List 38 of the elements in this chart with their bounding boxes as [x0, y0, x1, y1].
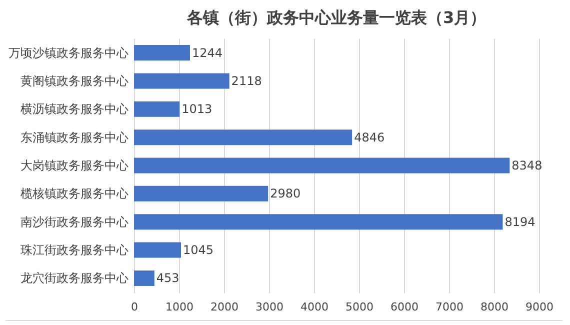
y-tick-label: 东涌镇政务服务中心	[20, 130, 128, 144]
x-tick-label: 0	[131, 300, 138, 314]
y-tick-label: 横沥镇政务服务中心	[20, 102, 128, 116]
x-tick-label: 3000	[256, 300, 284, 314]
y-tick-label: 大岗镇政务服务中心	[20, 158, 128, 172]
x-tick-label: 9000	[526, 300, 554, 314]
bar	[134, 73, 230, 89]
bar	[134, 186, 268, 202]
x-tick-label: 7000	[436, 300, 464, 314]
y-tick-label: 南沙街政务服务中心	[20, 214, 128, 229]
x-tick-label: 4000	[300, 300, 328, 314]
y-tick-label: 黄阁镇政务服务中心	[20, 74, 128, 88]
y-tick-label: 榄核镇政务服务中心	[20, 186, 128, 201]
y-tick-label: 龙穴街政务服务中心	[20, 271, 128, 286]
bar	[134, 214, 503, 230]
x-tick-label: 6000	[390, 300, 418, 314]
data-label: 8194	[504, 214, 536, 229]
y-tick-label: 珠江街政务服务中心	[20, 243, 128, 258]
bar	[134, 158, 510, 174]
data-label: 453	[156, 271, 180, 286]
data-label: 1013	[182, 102, 212, 116]
data-label: 4846	[354, 130, 385, 144]
x-tick-label: 5000	[346, 300, 374, 314]
data-label: 2118	[231, 74, 262, 88]
data-label: 1244	[192, 46, 223, 60]
bar	[134, 270, 154, 286]
x-tick-label: 1000	[166, 300, 194, 314]
bar	[134, 242, 182, 258]
data-label: 1045	[183, 243, 214, 258]
data-label: 8348	[512, 158, 542, 172]
bar	[134, 45, 190, 61]
y-tick-label: 万顷沙镇政务服务中心	[8, 46, 128, 60]
x-tick-label: 8000	[480, 300, 508, 314]
x-tick-label: 2000	[210, 300, 238, 314]
bar	[134, 101, 180, 117]
bar	[134, 130, 352, 146]
chart-title: 各镇（街）政务中心业务量一览表（3月）	[186, 8, 486, 27]
data-label: 2980	[270, 186, 301, 201]
